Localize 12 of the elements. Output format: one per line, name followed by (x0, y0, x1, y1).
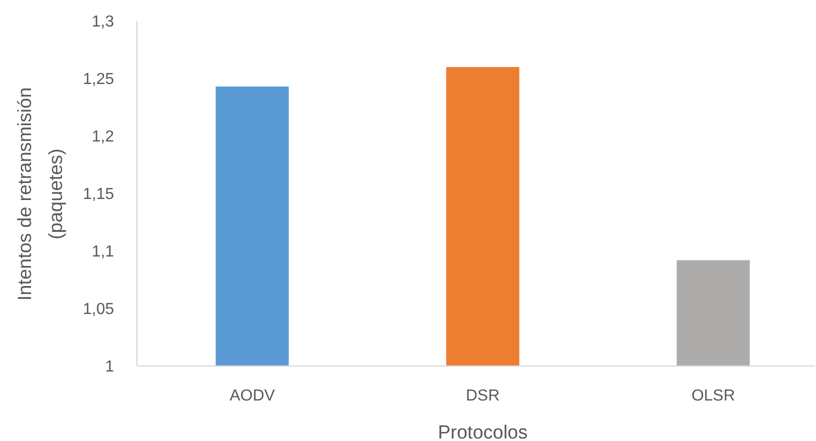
y-tick-label: 1 (105, 358, 114, 376)
x-axis-title: Protocolos (438, 422, 528, 441)
y-tick-label: 1,1 (92, 244, 114, 261)
x-tick-label: OLSR (691, 388, 736, 405)
y-axis-title: Intentos de retransmisión (paquetes) (15, 87, 68, 301)
y-tick-label: 1,15 (82, 186, 114, 204)
x-tick-label: DSR (466, 388, 500, 405)
y-tick-label: 1,05 (82, 301, 114, 318)
y-tick-label: 1,2 (92, 128, 114, 146)
y-tick-label: 1,3 (92, 14, 114, 31)
x-tick-label: AODV (230, 388, 276, 405)
y-tick-label: 1,25 (82, 71, 114, 88)
